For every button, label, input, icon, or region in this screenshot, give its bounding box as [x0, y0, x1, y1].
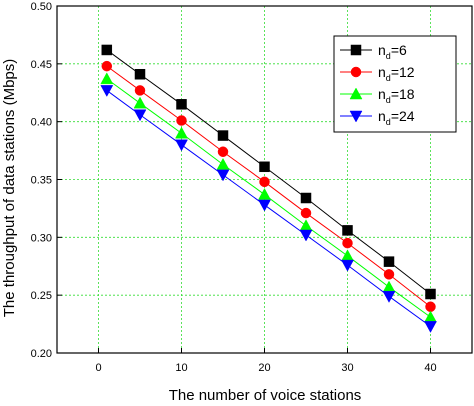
data-point-1: [176, 99, 187, 110]
series-markers: [100, 44, 437, 333]
data-point-2: [217, 146, 229, 157]
data-point-2: [342, 237, 353, 249]
data-point-3: [133, 96, 147, 109]
data-point-4: [100, 85, 114, 97]
legend-marker: [349, 110, 363, 123]
x-tick-label: 0: [95, 362, 101, 374]
data-point-2: [134, 85, 146, 96]
data-point-3: [100, 72, 114, 85]
data-point-3: [175, 126, 188, 139]
y-axis: 0.20 0.25 0.30 0.35 0.40 0.45 0.50: [31, 1, 62, 360]
data-point-4: [133, 109, 147, 122]
legend-label: nd=12: [378, 64, 415, 83]
data-point-1: [425, 288, 436, 300]
data-point-4: [341, 259, 354, 272]
data-point-2: [176, 115, 187, 126]
data-point-4: [216, 169, 230, 182]
data-point-4: [299, 229, 313, 242]
y-tick-label: 0.40: [31, 117, 52, 129]
data-point-2: [259, 176, 270, 188]
x-tick-label: 10: [175, 362, 187, 374]
x-tick-label: 30: [341, 362, 353, 374]
data-point-1: [217, 130, 229, 141]
data-point-4: [382, 291, 396, 303]
x-tick-label: 40: [424, 362, 436, 374]
data-point-2: [425, 301, 436, 312]
legend: nd=6 nd=12 nd=18 nd=24: [333, 35, 457, 133]
data-point-4: [175, 139, 188, 152]
x-tick-label: 20: [258, 362, 270, 374]
data-point-1: [300, 192, 312, 204]
data-point-2: [383, 269, 395, 280]
y-tick-label: 0.25: [31, 290, 52, 302]
legend-label: nd=24: [378, 108, 415, 127]
legend-label: nd=18: [378, 86, 415, 105]
data-point-2: [101, 60, 113, 72]
data-point-3: [424, 310, 437, 323]
x-axis: 0 10 20 30 40: [95, 348, 437, 374]
data-point-4: [424, 321, 437, 333]
legend-marker: [349, 87, 363, 100]
data-point-1: [259, 161, 270, 173]
legend-marker: [350, 44, 362, 56]
data-point-1: [101, 44, 113, 56]
data-point-3: [341, 249, 354, 262]
data-point-1: [342, 225, 353, 236]
data-point-3: [258, 188, 271, 200]
data-point-3: [382, 280, 396, 293]
y-axis-label: The throughput of data stations (Mbps): [1, 59, 18, 317]
data-point-3: [216, 157, 230, 170]
data-point-1: [134, 68, 146, 80]
legend-label: nd=6: [378, 42, 407, 61]
data-point-1: [383, 256, 395, 267]
y-tick-label: 0.35: [31, 175, 52, 187]
y-tick-label: 0.30: [31, 232, 52, 244]
y-tick-label: 0.50: [31, 1, 52, 13]
x-axis-label: The number of voice stations: [169, 387, 362, 404]
data-point-3: [299, 219, 313, 232]
y-tick-label: 0.20: [31, 348, 52, 360]
legend-marker: [350, 66, 362, 78]
data-point-4: [258, 199, 271, 212]
data-point-2: [300, 207, 312, 219]
y-tick-label: 0.45: [31, 59, 52, 71]
